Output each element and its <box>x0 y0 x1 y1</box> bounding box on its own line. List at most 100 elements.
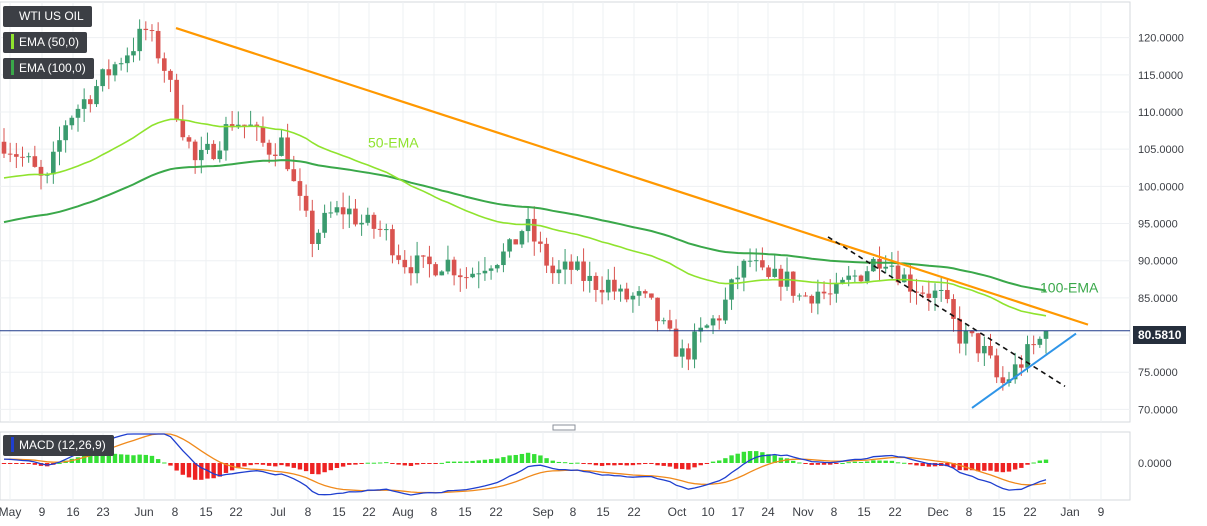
macd-histogram-bar <box>155 459 161 463</box>
candle-body <box>451 259 457 276</box>
macd-histogram-bar <box>310 463 315 475</box>
ema50-swatch <box>11 34 14 49</box>
macd-histogram-bar <box>464 461 469 463</box>
macd-histogram-bar <box>1012 463 1018 470</box>
macd-histogram-bar <box>569 462 574 464</box>
macd-histogram-bar <box>266 463 272 466</box>
y-tick-label: 70.0000 <box>1138 404 1178 416</box>
panel-resize-handle <box>552 424 576 431</box>
candle-body <box>26 156 31 158</box>
candle-body <box>908 274 913 292</box>
y-tick-label: 110.0000 <box>1138 107 1183 119</box>
macd-histogram-bar <box>883 460 888 463</box>
candle-body <box>340 207 346 215</box>
macd-histogram-bar <box>803 463 808 464</box>
candle-body <box>871 258 876 272</box>
macd-histogram-bar <box>858 461 864 463</box>
macd-histogram-bar <box>1000 463 1006 473</box>
macd-histogram-bar <box>513 454 518 463</box>
macd-histogram-bar <box>81 455 87 463</box>
x-tick-label: 15 <box>596 505 610 519</box>
x-tick-label: Nov <box>792 505 813 519</box>
macd-histogram-bar <box>544 458 549 463</box>
candle-body <box>575 261 580 270</box>
candle-body <box>803 295 808 297</box>
candle-body <box>242 124 247 126</box>
candle-body <box>20 156 25 158</box>
candle-body <box>427 256 432 265</box>
macd-histogram-bar <box>223 463 229 473</box>
macd-histogram-bar <box>680 463 685 470</box>
candle-body <box>7 153 13 155</box>
legend-title[interactable]: WTI US OIL <box>3 6 92 27</box>
macd-histogram-bar <box>612 463 617 466</box>
legend-macd[interactable]: MACD (12,26,9) <box>3 435 114 456</box>
macd-histogram-bar <box>365 462 370 464</box>
macd-histogram-bar <box>168 463 173 466</box>
legend-ema50[interactable]: EMA (50,0) <box>3 32 88 53</box>
candle-body <box>988 345 993 356</box>
candle-body <box>199 149 204 161</box>
candle-body <box>88 99 93 105</box>
macd-histogram-bar <box>390 463 395 464</box>
macd-histogram-bar <box>643 463 648 464</box>
candle-body <box>180 119 186 138</box>
x-tick-label: 8 <box>966 505 973 519</box>
candle-body <box>599 289 605 293</box>
x-tick-label: 22 <box>229 505 243 519</box>
candle-body <box>100 69 105 87</box>
macd-histogram-bar <box>655 463 660 466</box>
candle-body <box>1019 364 1024 368</box>
candle-body <box>790 271 796 296</box>
macd-histogram-bar <box>433 463 438 464</box>
macd-histogram-bar <box>926 463 932 467</box>
candle-body <box>920 292 925 294</box>
x-tick-label: 16 <box>66 505 80 519</box>
candle-body <box>501 251 506 266</box>
ema50-line <box>3 118 1047 317</box>
candle-body <box>1037 338 1043 345</box>
x-tick-label: Oct <box>668 505 687 519</box>
candle-body <box>279 137 284 156</box>
candle-body <box>155 30 161 59</box>
macd-histogram-bar <box>735 453 740 463</box>
candle-body <box>316 232 321 244</box>
candle-body <box>51 151 56 175</box>
candle-body <box>692 331 697 360</box>
candle-body <box>81 99 87 109</box>
candle-body <box>550 265 556 274</box>
macd-histogram-bar <box>273 463 278 467</box>
x-tick-label: 15 <box>857 505 871 519</box>
candle-body <box>131 51 136 56</box>
macd-histogram-bar <box>248 463 253 466</box>
candle-body <box>464 277 469 279</box>
candle-body <box>192 141 198 161</box>
candle-body <box>1031 344 1036 346</box>
legend-ema100[interactable]: EMA (100,0) <box>3 58 94 79</box>
macd-histogram-bar <box>840 462 845 464</box>
candle-body <box>846 275 851 280</box>
macd-histogram-bar <box>889 460 895 463</box>
y-tick-label: 100.0000 <box>1138 181 1184 193</box>
macd-histogram-bar <box>538 455 543 463</box>
macd-histogram-bar <box>556 461 562 463</box>
macd-histogram-bar <box>834 463 839 464</box>
candle-body <box>57 140 62 152</box>
macd-histogram-bar <box>593 463 599 466</box>
macd-histogram-bar <box>451 461 457 463</box>
macd-histogram-bar <box>988 463 993 471</box>
macd-histogram-bar <box>149 455 155 463</box>
candle-body <box>118 63 124 65</box>
macd-histogram-bar <box>562 462 568 464</box>
macd-histogram-bar <box>587 463 592 465</box>
candle-body <box>143 28 149 31</box>
candle-body <box>901 274 907 283</box>
x-tick-label: 22 <box>888 505 902 519</box>
candle-body <box>618 288 623 292</box>
candle-body <box>14 154 19 157</box>
legend-swatch <box>11 8 14 23</box>
macd-histogram-bar <box>106 453 112 463</box>
candle-body <box>229 124 235 128</box>
candle-body <box>205 143 210 150</box>
